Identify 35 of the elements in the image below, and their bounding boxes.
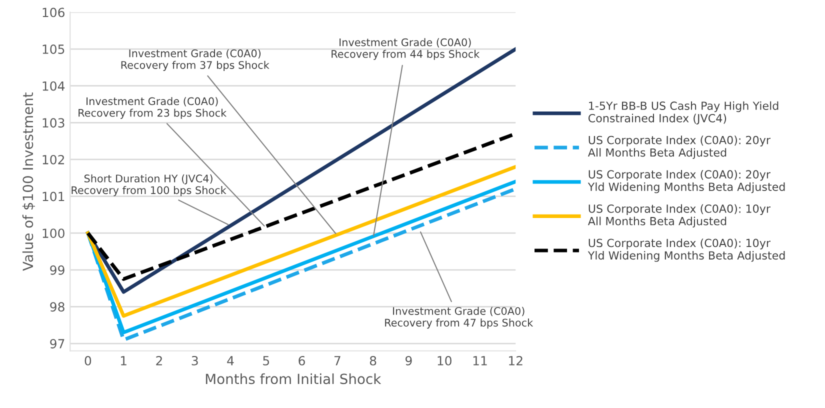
x-tick-label: 0 <box>84 356 92 366</box>
x-tick-label: 6 <box>298 356 305 366</box>
x-tick-label: 1 <box>120 356 126 366</box>
x-tick-label: 12 <box>509 356 522 366</box>
y-tick-label: 104 <box>42 81 65 91</box>
x-tick-label: 3 <box>192 356 198 366</box>
annotation: Investment Grade (C0A0) Recovery from 47 bps Shock <box>385 306 534 329</box>
y-tick-label: 98 <box>50 302 64 312</box>
annotation: Investment Grade (C0A0) Recovery from 23 bps Shock <box>78 97 227 119</box>
annotation: Investment Grade (C0A0) Recovery from 37 bps Shock <box>121 49 270 71</box>
legend-label: US Corporate Index (C0A0): 20yr Yld Widening Months Beta Adjusted <box>588 170 785 194</box>
x-tick-label: 8 <box>370 356 376 366</box>
legend-label: US Corporate Index (C0A0): 10yr All Months Beta Adjusted <box>588 204 771 228</box>
x-axis-title: Months from Initial Shock <box>206 373 382 384</box>
legend-label: US Corporate Index (C0A0): 10yr Yld Widening Months Beta Adjusted <box>588 238 785 262</box>
y-axis-title: Value of $100 Investment <box>22 92 36 271</box>
annotation: Investment Grade (C0A0) Recovery from 44 bps Shock <box>332 38 480 60</box>
x-tick-label: 9 <box>406 356 412 366</box>
x-tick-label: 11 <box>473 356 487 366</box>
y-tick-label: 101 <box>42 192 64 202</box>
annotation: Short Duration HY (JVC4) Recovery from 100 bps Shock <box>72 174 226 196</box>
y-tick-label: 100 <box>42 228 64 238</box>
y-tick-label: 102 <box>42 154 64 164</box>
x-tick-label: 7 <box>334 356 340 366</box>
y-tick-label: 97 <box>50 338 64 348</box>
y-tick-label: 99 <box>50 265 64 275</box>
y-tick-label: 103 <box>42 118 64 128</box>
legend-label: 1-5Yr BB-B US Cash Pay High Yield Constrained Index (JVC4) <box>588 101 778 124</box>
x-tick-label: 10 <box>438 356 452 366</box>
x-tick-label: 5 <box>263 356 270 366</box>
x-tick-label: 4 <box>227 356 234 366</box>
legend-label: US Corporate Index (C0A0): 20yr All Months Beta Adjusted <box>588 136 771 159</box>
y-tick-label: 105 <box>42 44 64 54</box>
y-tick-label: 106 <box>42 8 64 18</box>
x-tick-label: 2 <box>156 356 162 366</box>
